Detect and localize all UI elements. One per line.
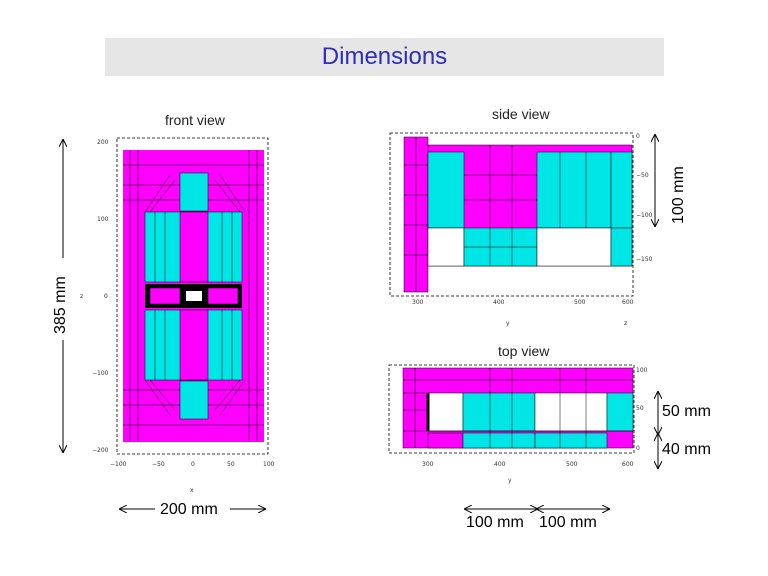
- height-dimension-label: 385 mm: [52, 276, 69, 334]
- front-x-tick: −50: [152, 461, 165, 468]
- top-upper-dimension-label: 50 mm: [662, 403, 711, 420]
- top-y-tick: 50: [636, 405, 644, 412]
- top-x-tick: 300: [422, 461, 434, 468]
- top-x-tick: 400: [494, 461, 506, 468]
- side-y-axis-label: z: [624, 320, 627, 327]
- front-y-tick: 100: [97, 216, 109, 223]
- top-x-axis-label: y: [508, 477, 512, 484]
- front-y-tick: −200: [92, 447, 109, 454]
- front-x-tick: −100: [110, 461, 127, 468]
- side-view-label: side view: [492, 106, 550, 122]
- side-x-axis-label: y: [506, 320, 510, 327]
- title-bar: Dimensions: [105, 38, 664, 76]
- front-x-tick: 0: [191, 461, 195, 468]
- side-x-tick: 600: [622, 299, 634, 306]
- side-y-tick: −150: [636, 256, 653, 263]
- top-lower-dimension-label: 40 mm: [662, 441, 711, 458]
- top-view-label: top view: [498, 343, 550, 359]
- side-x-tick: 400: [493, 299, 505, 306]
- top-length-b-label: 100 mm: [539, 514, 597, 531]
- top-y-tick: 100: [636, 367, 648, 374]
- dimension-arrows: [63, 135, 658, 509]
- front-x-tick: 100: [263, 461, 275, 468]
- front-y-tick: −100: [92, 370, 109, 377]
- top-y-tick: 0: [636, 445, 640, 452]
- front-view-label: front view: [165, 112, 225, 128]
- top-length-a-label: 100 mm: [466, 514, 524, 531]
- front-y-tick: 0: [104, 293, 108, 300]
- front-x-axis-label: x: [190, 487, 194, 494]
- front-y-tick: 200: [97, 139, 109, 146]
- side-y-tick: 0: [636, 133, 640, 140]
- side-view-drawing: 0 −50 −100 −150 300 400 500 600 y z: [389, 132, 653, 327]
- side-y-tick: −100: [636, 212, 653, 219]
- page-title: Dimensions: [321, 43, 448, 70]
- side-x-tick: 500: [574, 299, 586, 306]
- front-y-axis-label: z: [80, 293, 83, 300]
- side-x-tick: 300: [412, 299, 424, 306]
- width-dimension-label: 200 mm: [160, 501, 218, 518]
- front-x-tick: 50: [227, 461, 235, 468]
- front-view-drawing: 200 100 0 −100 −200 −100 −50 0 50 100 x …: [80, 137, 275, 494]
- top-x-tick: 600: [622, 461, 634, 468]
- side-y-tick: −50: [636, 172, 649, 179]
- top-x-tick: 500: [566, 461, 578, 468]
- top-view-drawing: 100 50 0 300 400 500 600 y: [388, 364, 648, 484]
- side-height-dimension-label: 100 mm: [670, 166, 687, 224]
